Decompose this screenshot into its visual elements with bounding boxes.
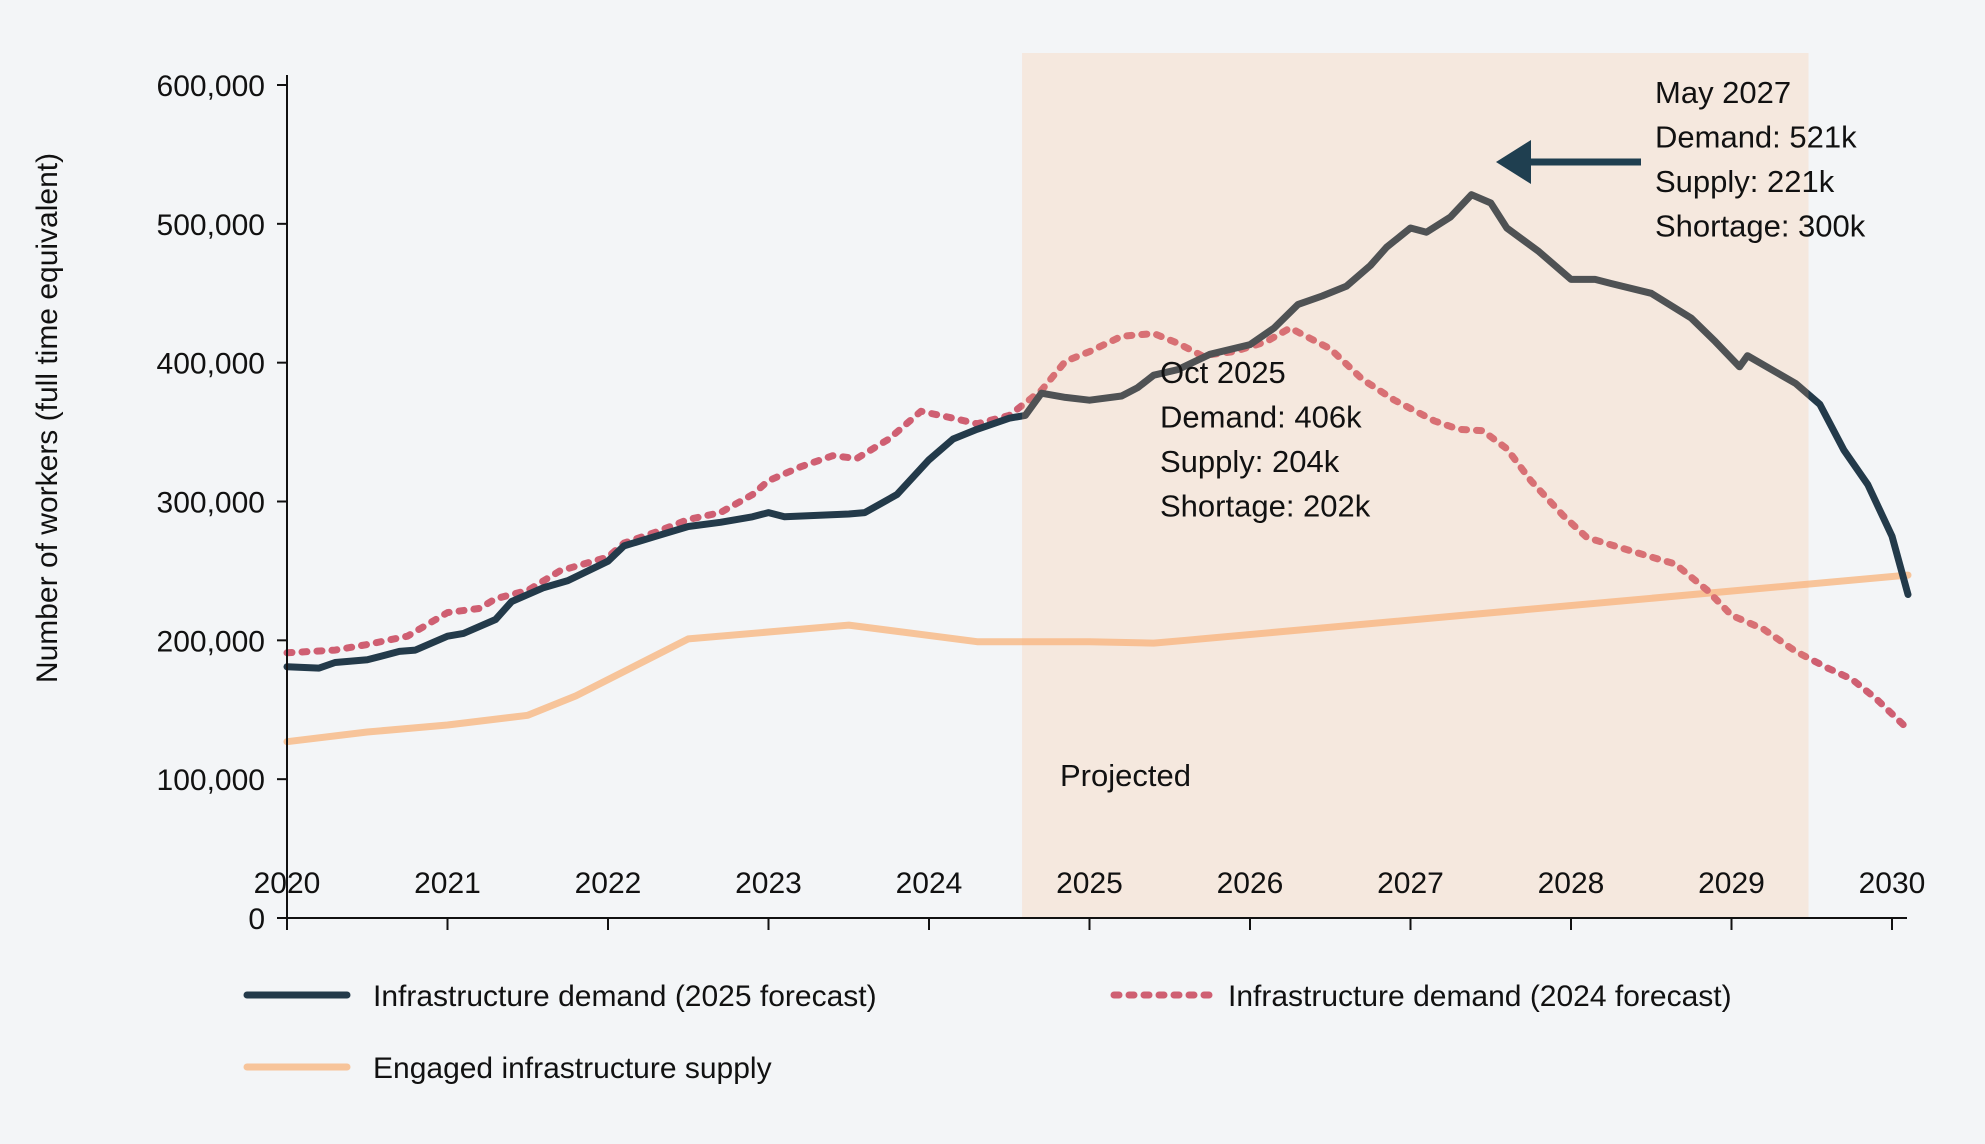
annotation-line: Shortage: 300k	[1655, 209, 1866, 244]
x-tick-label: 2020	[254, 867, 321, 900]
annotation-line: May 2027	[1655, 75, 1791, 110]
projected-region	[1022, 53, 1809, 918]
legend-label: Engaged infrastructure supply	[373, 1052, 772, 1085]
annotation-line: Oct 2025	[1160, 355, 1286, 390]
annotation-line: Shortage: 202k	[1160, 489, 1371, 524]
series-line-0	[283, 191, 1912, 672]
x-tick-label: 2027	[1377, 867, 1444, 900]
y-tick-label: 500,000	[157, 209, 265, 242]
x-tick-label: 2021	[414, 867, 481, 900]
x-tick-label: 2030	[1859, 867, 1926, 900]
annotation-line: Supply: 221k	[1655, 164, 1835, 199]
y-tick-label: 100,000	[157, 764, 265, 797]
y-tick-label: 0	[248, 903, 265, 936]
y-tick-label: 600,000	[157, 70, 265, 103]
x-tick-label: 2025	[1056, 867, 1123, 900]
legend-label: Infrastructure demand (2025 forecast)	[373, 980, 877, 1013]
legend: Infrastructure demand (2025 forecast) Inf…	[243, 980, 1732, 1085]
annotation-line: Supply: 204k	[1160, 444, 1340, 479]
series-lines	[283, 191, 1912, 746]
annotations: Oct 2025 Demand: 406k Supply: 204k Shortage…	[1160, 75, 1866, 524]
series-line-1	[283, 324, 1912, 733]
annotation-line: Demand: 406k	[1160, 400, 1362, 435]
x-tick-label: 2022	[575, 867, 642, 900]
x-tick-label: 2023	[735, 867, 802, 900]
projected-label: Projected	[1060, 758, 1191, 793]
series-line-2	[283, 571, 1912, 746]
arrow-left-icon	[1496, 140, 1531, 184]
y-tick-label: 200,000	[157, 625, 265, 658]
y-tick-label: 300,000	[157, 487, 265, 520]
x-tick-label: 2029	[1698, 867, 1765, 900]
y-axis-label: Number of workers (full time equivalent)	[31, 153, 64, 683]
x-tick-label: 2026	[1217, 867, 1284, 900]
x-tick-label: 2028	[1538, 867, 1605, 900]
legend-label: Infrastructure demand (2024 forecast)	[1228, 980, 1732, 1013]
annotation-line: Demand: 521k	[1655, 120, 1857, 155]
x-tick-label: 2024	[896, 867, 963, 900]
y-tick-label: 400,000	[157, 348, 265, 381]
axes: 0 100,000 200,000 300,000 400,000 500,000 600,…	[157, 70, 1926, 936]
